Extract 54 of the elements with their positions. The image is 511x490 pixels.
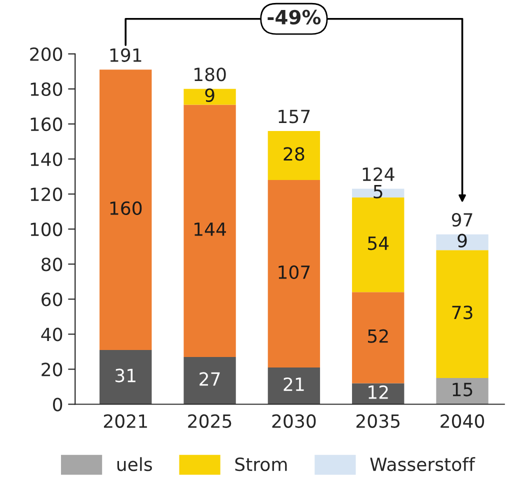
bar <box>268 180 320 368</box>
y-tick-label: 120 <box>30 188 62 202</box>
data-label: 107 <box>278 265 310 279</box>
data-label: 160 <box>110 201 142 216</box>
legend-label: Wasserstoff <box>370 457 476 472</box>
data-label: 73 <box>452 306 472 320</box>
total-label: 191 <box>110 48 142 62</box>
bar <box>184 104 236 357</box>
y-tick-label: 0 <box>53 398 62 412</box>
bar <box>268 367 320 404</box>
bar <box>436 250 488 378</box>
y-tick-label: 160 <box>30 117 62 132</box>
x-tick-label: 2030 <box>272 414 316 428</box>
y-tick-label: 140 <box>30 152 62 166</box>
total-label: 97 <box>452 212 472 227</box>
data-label: 21 <box>284 377 304 391</box>
bar <box>268 130 320 180</box>
bar <box>184 88 236 105</box>
data-label: 144 <box>194 222 226 236</box>
legend-label: uels <box>117 457 152 472</box>
x-tick-label: 2021 <box>104 414 147 428</box>
data-label: 27 <box>200 372 220 386</box>
y-tick-label: 100 <box>30 222 62 236</box>
data-label: 52 <box>368 329 388 343</box>
bar <box>100 350 152 404</box>
data-label: 15 <box>452 382 472 396</box>
data-label: 5 <box>374 184 382 198</box>
text: -49% <box>268 10 321 25</box>
y-tick-label: 180 <box>30 82 62 96</box>
bar <box>436 378 488 404</box>
bar <box>352 198 404 292</box>
total-label: 180 <box>194 68 226 82</box>
y-tick-label: 60 <box>42 292 62 306</box>
data-label: 9 <box>458 234 467 248</box>
x-tick-label: 2025 <box>188 414 232 428</box>
total-label: 124 <box>362 167 394 181</box>
total-label: 157 <box>278 110 310 124</box>
x-tick-label: 2035 <box>356 414 400 428</box>
data-label: 31 <box>116 368 136 382</box>
data-label: 12 <box>368 385 388 399</box>
bar <box>352 383 404 404</box>
y-tick-label: 80 <box>42 258 62 272</box>
data-label: 28 <box>284 147 304 161</box>
bar <box>184 356 236 404</box>
x-tick-label: 2040 <box>440 414 484 428</box>
data-label: 9 <box>205 88 214 102</box>
bar <box>352 292 404 384</box>
y-tick-label: 20 <box>42 362 62 376</box>
y-tick-label: 40 <box>41 328 62 342</box>
y-tick-label: 200 <box>30 47 62 62</box>
legend-label: Strom <box>235 457 287 472</box>
bar <box>436 234 488 250</box>
bar <box>100 70 152 350</box>
data-label: 54 <box>368 236 389 250</box>
